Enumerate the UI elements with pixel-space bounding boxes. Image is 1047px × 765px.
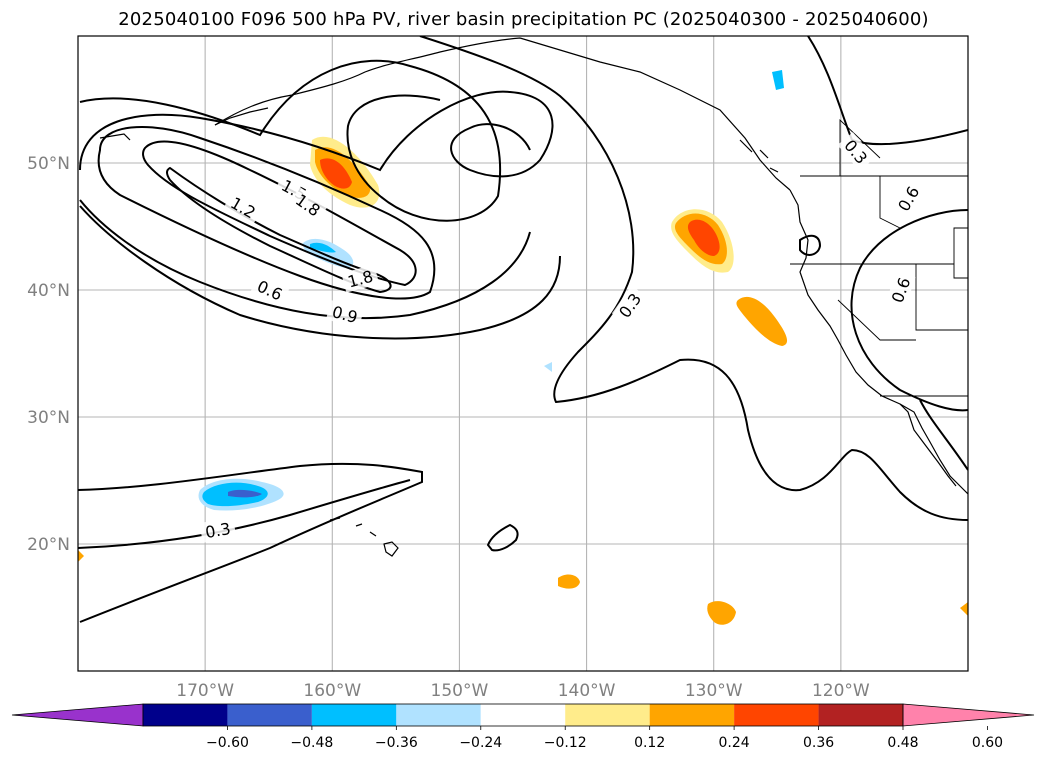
pv-contour-1-8: [166, 166, 392, 294]
lon-tick-label: 130°W: [685, 681, 743, 701]
pv-contour-0-3-south-2: [78, 479, 411, 549]
colorbar-segment: [649, 704, 735, 726]
pv-contour-0-9: [79, 90, 554, 320]
colorbar-segment: [227, 704, 312, 726]
colorbar-tick-label: 0.24: [719, 735, 750, 751]
pv-contour-0-6-east: [850, 209, 968, 412]
precip-neg-blob-west-core: [228, 489, 262, 498]
contour-label: 0.9: [325, 300, 365, 329]
lon-tick-label: 120°W: [812, 681, 870, 701]
colorbar-tick-label: −0.48: [290, 735, 333, 751]
colorbar-extend-low: [11, 703, 144, 727]
lon-tick-label: 150°W: [431, 681, 489, 701]
colorbar-tick-label: −0.24: [459, 735, 502, 751]
contour-label-bg: [837, 132, 875, 172]
border-state-6: [953, 227, 968, 279]
colorbar-segment: [311, 704, 397, 726]
pv-contour-1-2: [97, 125, 436, 300]
lon-tick-label: 140°W: [558, 681, 616, 701]
political-borders: [790, 118, 968, 397]
border-state-4: [915, 264, 968, 331]
coast-baja: [899, 403, 957, 487]
colorbar: −0.60 −0.48 −0.36 −0.24 −0.12 0.12 0.24 0.36 0.4…: [11, 703, 1035, 751]
border-state-1: [879, 176, 901, 229]
map-title: 2025040100 F096 500 hPa PV, river basin …: [118, 9, 929, 30]
latitude-tick-labels: 20°N 30°N 40°N 50°N: [27, 154, 70, 555]
pv-contour-small-loop: [486, 523, 519, 552]
lon-tick-label: 170°W: [176, 681, 234, 701]
longitude-tick-labels: 170°W 160°W 150°W 140°W 130°W 120°W: [176, 681, 870, 701]
pv-contours: [78, 36, 968, 623]
lat-tick-label: 20°N: [27, 535, 70, 555]
pv-contour-1-5: [142, 140, 417, 287]
pv-contour-0-3-north: [419, 36, 968, 521]
contour-label-bg: [325, 300, 365, 329]
colorbar-tick-label: 0.36: [803, 735, 834, 751]
colorbar-tick-label: 0.48: [887, 735, 918, 751]
precip-blob-small-b: [707, 601, 736, 625]
colorbar-tick-label: 0.60: [972, 735, 1003, 751]
gridlines: [78, 36, 968, 671]
coast-alaska: [214, 37, 791, 191]
precip-neg-blob-central-core: [310, 242, 336, 253]
precip-blob-edge-right: [960, 602, 968, 616]
pv-contour-far-east: [919, 399, 968, 471]
colorbar-segment: [818, 704, 903, 726]
coast-na-west: [789, 189, 968, 495]
precip-shading-positive: [78, 136, 968, 625]
colorbar-segment: [143, 704, 228, 726]
precip-neg-blob-alaska: [772, 70, 784, 90]
pv-contour-east-loop: [799, 234, 822, 256]
colorbar-tick-label: −0.60: [206, 735, 249, 751]
precip-blob-ne-pacific-core: [687, 219, 720, 256]
coast-bc-islands: [739, 139, 779, 173]
lat-tick-label: 30°N: [27, 408, 70, 428]
contour-label: 0.3: [837, 132, 875, 172]
pv-contour-0-3-south: [78, 462, 423, 623]
plot-frame: [77, 35, 969, 672]
coastlines: [99, 37, 968, 557]
colorbar-tick-label: −0.12: [544, 735, 587, 751]
contour-label-bg: [611, 285, 648, 325]
border-state-3: [839, 118, 881, 176]
contour-label-bg: [199, 517, 237, 543]
precip-blob-edge-left: [78, 550, 84, 562]
plot-area: [78, 36, 968, 671]
contour-label-bg: [341, 264, 380, 293]
colorbar-segment: [565, 704, 650, 726]
contour-label-bg: [288, 186, 328, 223]
pv-contour-0-6: [79, 59, 561, 340]
precip-blob-california-coast: [736, 296, 788, 346]
lat-tick-label: 50°N: [27, 154, 70, 174]
colorbar-frame: [142, 703, 904, 727]
colorbar-segment: [734, 704, 819, 726]
lon-tick-label: 160°W: [303, 681, 361, 701]
colorbar-tick-label: 0.12: [634, 735, 665, 751]
contour-label-text: 0.3: [204, 519, 232, 542]
lat-tick-label: 40°N: [27, 281, 70, 301]
contour-label-bg: [891, 178, 926, 219]
colorbar-tick-label: −0.36: [375, 735, 418, 751]
colorbar-segment: [480, 704, 566, 726]
contour-label-bg: [223, 190, 264, 225]
contour-label: 0.3: [199, 517, 237, 543]
colorbar-segment: [396, 704, 481, 726]
contour-label-bg: [250, 273, 290, 307]
contour-label-bg: [885, 270, 916, 310]
precip-blob-nw-pacific-core: [320, 158, 352, 189]
precip-blob-small-a: [558, 574, 580, 589]
colorbar-extend-high: [902, 703, 1035, 727]
contour-labels: 1.51.81.81.20.60.90.30.30.30.60.6: [199, 132, 926, 543]
precip-neg-blob-tiny: [544, 362, 552, 372]
precip-shading-negative: [198, 70, 784, 511]
